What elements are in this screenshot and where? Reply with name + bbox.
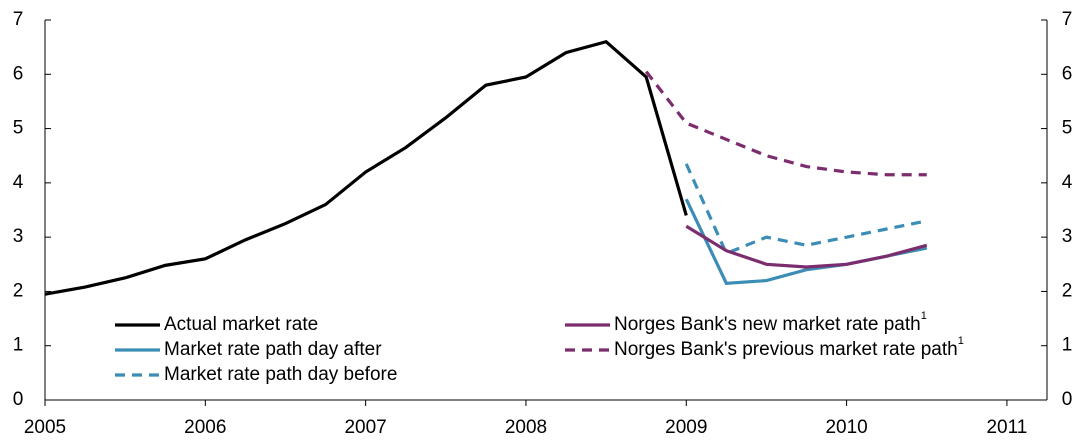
legend-text: Norges Bank's new market rate path <box>614 314 921 335</box>
y-tick-label: 5 <box>13 118 24 139</box>
series-line <box>685 224 928 269</box>
y2-tick-label: 7 <box>1062 9 1073 30</box>
x-tick-label: 2006 <box>184 417 226 438</box>
y-tick-label: 3 <box>13 226 24 247</box>
legend-label: Actual market rate <box>164 314 318 335</box>
y-tick-label: 1 <box>13 335 24 356</box>
series-line <box>644 70 927 177</box>
x-tick-label: 2011 <box>986 417 1027 438</box>
legend-label: Norges Bank's new market rate path1 <box>614 310 927 335</box>
y2-tick-label: 3 <box>1062 226 1073 247</box>
x-tick-label: 2010 <box>825 417 867 438</box>
series-line <box>684 163 928 256</box>
y-tick-label: 6 <box>13 63 24 84</box>
legend-label: Market rate path day before <box>164 364 397 385</box>
series-line <box>44 39 688 296</box>
legend-footnote: 1 <box>921 310 927 322</box>
y2-tick-label: 6 <box>1062 63 1073 84</box>
x-tick-label: 2005 <box>24 417 66 438</box>
x-tick-label: 2007 <box>344 417 386 438</box>
legend-label: Market rate path day after <box>164 339 382 360</box>
y-tick-label: 0 <box>13 389 24 410</box>
y2-tick-label: 1 <box>1062 335 1073 356</box>
legend-text: Market rate path day before <box>164 364 397 385</box>
legend-text: Market rate path day after <box>164 339 382 360</box>
y-tick-label: 4 <box>13 172 24 193</box>
legend-text: Norges Bank's previous market rate path <box>614 339 958 360</box>
y2-tick-label: 4 <box>1062 172 1073 193</box>
legend-text: Actual market rate <box>164 314 318 335</box>
legend-label: Norges Bank's previous market rate path1 <box>614 335 964 360</box>
y-tick-label: 7 <box>13 9 24 30</box>
legend-footnote: 1 <box>958 335 964 347</box>
y2-tick-label: 2 <box>1062 280 1073 301</box>
x-tick-label: 2009 <box>665 417 707 438</box>
y2-tick-label: 5 <box>1062 118 1073 139</box>
x-tick-label: 2008 <box>505 417 547 438</box>
y2-tick-label: 0 <box>1062 389 1073 410</box>
y-tick-label: 2 <box>13 280 24 301</box>
